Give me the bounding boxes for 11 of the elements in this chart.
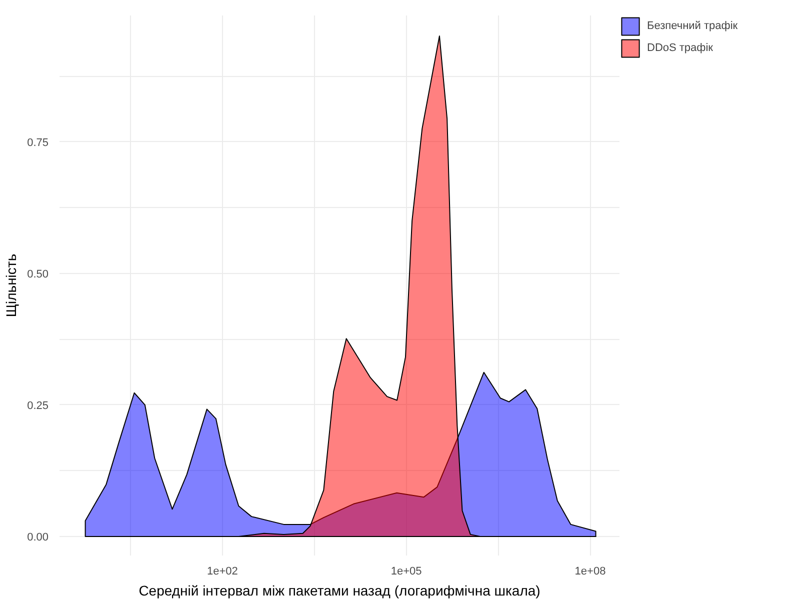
x-tick-label: 1e+02 — [206, 566, 238, 578]
legend-label: Безпечний трафік — [647, 20, 738, 32]
y-tick-label: 0.00 — [27, 532, 49, 544]
y-axis-title: Щільність — [3, 254, 20, 318]
y-tick-label: 0.50 — [27, 268, 49, 280]
y-tick-label: 0.25 — [27, 400, 49, 412]
y-tick-label: 0.75 — [27, 136, 49, 149]
x-tick-label: 1e+05 — [390, 566, 422, 578]
x-axis-title: Середній інтервал між пакетами назад (логарифмічна шкала) — [138, 582, 540, 598]
legend-label: DDoS трафік — [647, 42, 713, 54]
x-tick-label: 1e+08 — [574, 566, 606, 578]
